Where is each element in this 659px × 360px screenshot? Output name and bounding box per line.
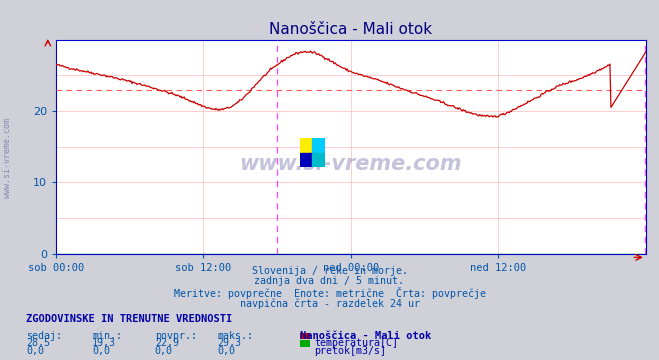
Text: povpr.:: povpr.: <box>155 331 197 341</box>
Bar <box>312 138 325 153</box>
Text: 28,5: 28,5 <box>26 338 50 348</box>
Text: 0,0: 0,0 <box>92 346 110 356</box>
Text: ZGODOVINSKE IN TRENUTNE VREDNOSTI: ZGODOVINSKE IN TRENUTNE VREDNOSTI <box>26 314 233 324</box>
Text: www.si-vreme.com: www.si-vreme.com <box>240 154 462 174</box>
Text: Slovenija / reke in morje.: Slovenija / reke in morje. <box>252 266 407 276</box>
Text: 0,0: 0,0 <box>26 346 44 356</box>
Bar <box>312 153 325 167</box>
Text: www.si-vreme.com: www.si-vreme.com <box>3 118 13 198</box>
Text: 19,3: 19,3 <box>92 338 116 348</box>
Text: sedaj:: sedaj: <box>26 331 63 341</box>
Text: maks.:: maks.: <box>217 331 254 341</box>
Text: min.:: min.: <box>92 331 123 341</box>
Bar <box>300 138 312 153</box>
Text: 0,0: 0,0 <box>155 346 173 356</box>
Text: navpična črta - razdelek 24 ur: navpična črta - razdelek 24 ur <box>239 298 420 309</box>
Text: Meritve: povprečne  Enote: metrične  Črta: povprečje: Meritve: povprečne Enote: metrične Črta:… <box>173 287 486 299</box>
Text: 22,9: 22,9 <box>155 338 179 348</box>
Text: Nanoščica - Mali otok: Nanoščica - Mali otok <box>300 331 431 341</box>
Bar <box>300 153 312 167</box>
Text: temperatura[C]: temperatura[C] <box>314 338 398 348</box>
Text: zadnja dva dni / 5 minut.: zadnja dva dni / 5 minut. <box>254 276 405 287</box>
Text: pretok[m3/s]: pretok[m3/s] <box>314 346 386 356</box>
Text: 0,0: 0,0 <box>217 346 235 356</box>
Title: Nanoščica - Mali otok: Nanoščica - Mali otok <box>270 22 432 37</box>
Text: 29,3: 29,3 <box>217 338 241 348</box>
